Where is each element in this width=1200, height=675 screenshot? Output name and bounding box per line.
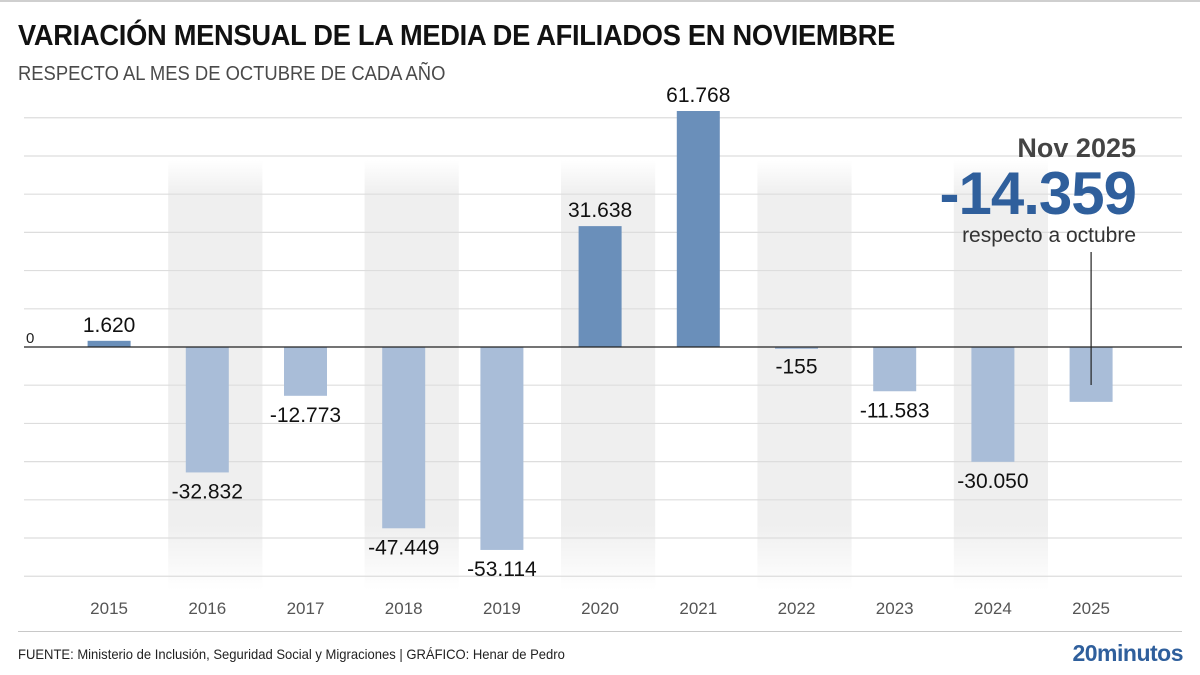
x-tick-label-2024: 2024 [974, 599, 1012, 618]
footer-divider [18, 631, 1182, 632]
latest-value-callout: Nov 2025 -14.359 respecto a octubre [940, 132, 1137, 248]
callout-period: Nov 2025 [1017, 133, 1136, 163]
data-label-2021: 61.768 [666, 84, 730, 107]
data-label-2017: -12.773 [270, 404, 341, 427]
data-label-2023: -11.583 [860, 399, 930, 422]
bar-2023 [873, 347, 917, 392]
data-label-2015: 1.620 [83, 314, 136, 337]
callout-value: -14.359 [939, 160, 1137, 227]
x-tick-label-2020: 2020 [581, 599, 619, 618]
zero-axis-label: 0 [26, 330, 34, 347]
bar-2024 [971, 347, 1015, 462]
x-tick-label-2016: 2016 [188, 599, 226, 618]
data-label-2024: -30.050 [957, 470, 1028, 493]
bar-2017 [284, 347, 327, 396]
bar-2021 [676, 111, 720, 347]
source-credit: FUENTE: Ministerio de Inclusión, Segurid… [18, 646, 565, 662]
top-border [0, 0, 1200, 2]
data-label-2018: -47.449 [368, 536, 439, 559]
chart-title: VARIACIÓN MENSUAL DE LA MEDIA DE AFILIAD… [18, 20, 896, 52]
x-tick-label-2022: 2022 [778, 599, 816, 618]
x-tick-label-2017: 2017 [287, 599, 325, 618]
x-tick-label-2018: 2018 [385, 599, 423, 618]
x-tick-label-2021: 2021 [679, 599, 717, 618]
bar-2022 [775, 347, 818, 349]
bar-2018 [382, 347, 426, 529]
data-label-2016: -32.832 [172, 480, 243, 503]
brand-logo: 20minutos [1072, 640, 1183, 666]
x-tick-label-2025: 2025 [1072, 599, 1110, 618]
bar-2015 [87, 340, 131, 347]
column-band-2022 [757, 160, 852, 590]
data-label-2020: 31.638 [568, 199, 632, 222]
bar-2019 [480, 347, 524, 550]
bar-2020 [578, 226, 622, 347]
column-band-2020 [561, 160, 656, 590]
x-tick-label-2023: 2023 [876, 599, 914, 618]
data-label-2019: -53.114 [467, 558, 537, 581]
data-label-2022: -155 [775, 356, 817, 379]
callout-note: respecto a octubre [962, 224, 1136, 247]
x-tick-label-2015: 2015 [90, 599, 128, 618]
bar-chart: 0 1.620 -32.832 -12.773 -47.449 -53.114 31.63… [24, 84, 1182, 618]
bar-2016 [185, 347, 229, 473]
x-tick-label-2019: 2019 [483, 599, 521, 618]
chart-subtitle: RESPECTO AL MES DE OCTUBRE DE CADA AÑO [18, 63, 446, 85]
